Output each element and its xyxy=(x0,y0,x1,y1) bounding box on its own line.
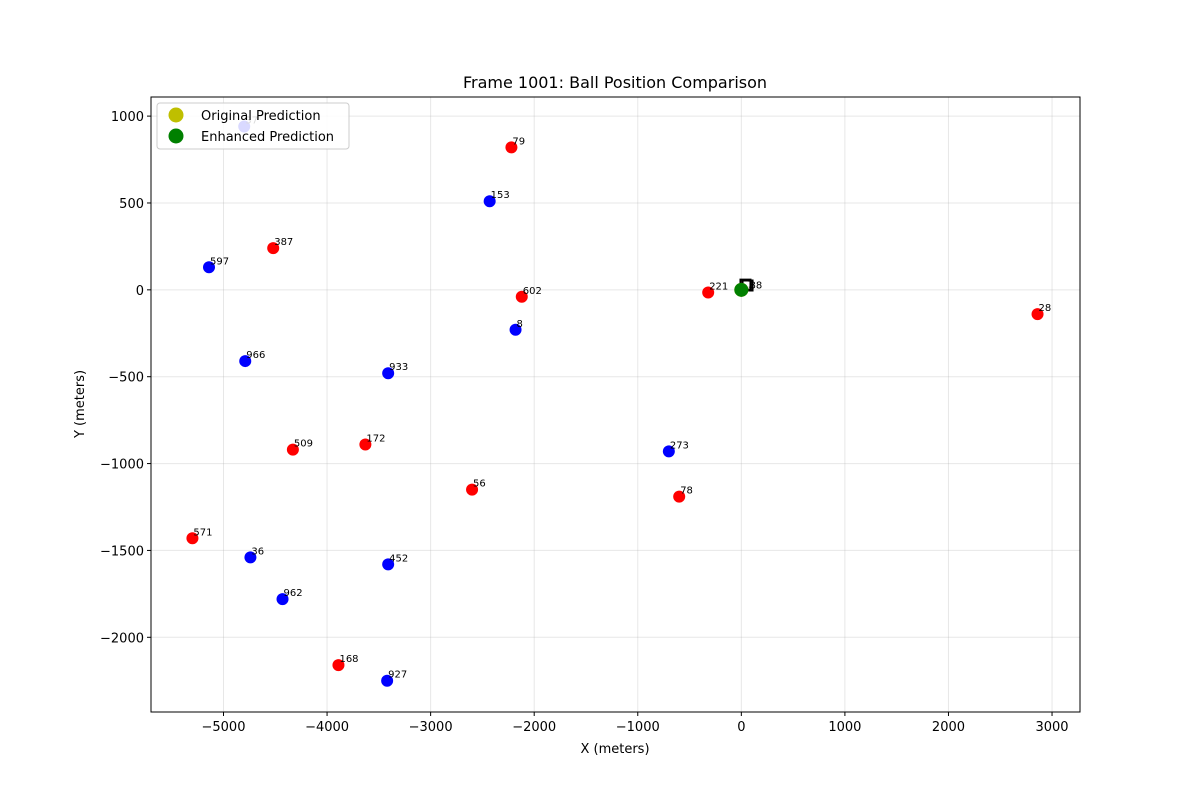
legend: Original Prediction Enhanced Prediction xyxy=(156,102,350,150)
grid-lines xyxy=(151,97,1080,712)
y-tick-label: −1500 xyxy=(100,544,144,559)
player-label: 602 xyxy=(523,286,542,297)
x-axis-label: X (meters) xyxy=(580,742,649,757)
player-point-red xyxy=(286,443,299,456)
player-point-blue xyxy=(509,323,522,336)
player-label: 8 xyxy=(517,319,523,330)
y-tick-label: −500 xyxy=(108,371,144,386)
player-label: 571 xyxy=(193,527,212,538)
player-label: 172 xyxy=(366,433,385,444)
player-label: 79 xyxy=(512,136,525,147)
player-label: 36 xyxy=(251,546,264,557)
ball-marker-label: 1 xyxy=(747,280,753,291)
x-tick-label: 3000 xyxy=(1035,720,1068,735)
player-label: 221 xyxy=(709,281,728,292)
player-point-red xyxy=(186,532,199,545)
player-label: 28 xyxy=(1039,303,1052,314)
y-tick-label: −2000 xyxy=(100,631,144,646)
player-point-red xyxy=(359,438,372,451)
player-label: 452 xyxy=(389,553,408,564)
player-label: 153 xyxy=(491,190,510,201)
x-tick-label: 2000 xyxy=(932,720,965,735)
player-label: 168 xyxy=(339,654,358,665)
legend-marker xyxy=(168,107,184,123)
chart-title: Frame 1001: Ball Position Comparison xyxy=(463,73,767,92)
legend-entry-label: Original Prediction xyxy=(201,109,321,124)
player-point-red xyxy=(1031,308,1044,321)
ball-marker-label: 88 xyxy=(750,280,763,291)
player-label: 509 xyxy=(294,439,313,450)
x-tick-label: −4000 xyxy=(305,720,349,735)
legend-box xyxy=(156,102,350,150)
enhanced-prediction-point xyxy=(734,282,749,297)
y-axis-ticks: −2000 −1500 −1000 −500 0 500 1000 xyxy=(100,110,151,646)
y-tick-label: 1000 xyxy=(111,110,144,125)
player-point-red xyxy=(515,290,528,303)
player-point-red xyxy=(332,659,345,672)
player-point-blue xyxy=(239,355,252,368)
data-points: 7938760250917256571168221782837153597896… xyxy=(186,116,1051,687)
player-label: 966 xyxy=(246,350,265,361)
player-point-red xyxy=(702,286,715,299)
player-point-blue xyxy=(382,558,395,571)
player-label: 387 xyxy=(274,237,293,248)
y-tick-label: 0 xyxy=(136,284,144,299)
x-tick-label: 0 xyxy=(737,720,745,735)
player-label: 78 xyxy=(680,486,693,497)
y-tick-label: −1000 xyxy=(100,458,144,473)
x-tick-label: −3000 xyxy=(409,720,453,735)
x-tick-label: −5000 xyxy=(202,720,246,735)
player-label: 56 xyxy=(473,479,486,490)
legend-entry-label: Enhanced Prediction xyxy=(201,130,334,145)
player-point-blue xyxy=(483,195,496,208)
x-tick-label: −2000 xyxy=(512,720,556,735)
plot-frame xyxy=(150,96,1081,713)
y-axis-label: Y (meters) xyxy=(73,370,88,439)
player-label: 927 xyxy=(388,670,407,681)
player-point-blue xyxy=(381,674,394,687)
player-point-blue xyxy=(276,593,289,606)
x-tick-label: 1000 xyxy=(828,720,861,735)
player-point-red xyxy=(505,141,518,154)
player-point-blue xyxy=(244,551,257,564)
x-axis-ticks: −5000 −4000 −3000 −2000 −1000 0 1000 2000 3000 xyxy=(202,712,1069,735)
player-point-blue xyxy=(382,367,395,380)
y-tick-label: 500 xyxy=(119,197,144,212)
player-label: 597 xyxy=(210,256,229,267)
player-point-red xyxy=(466,483,479,496)
player-point-red xyxy=(673,490,686,503)
player-point-blue xyxy=(662,445,675,458)
player-label: 933 xyxy=(389,362,408,373)
player-label: 962 xyxy=(284,588,303,599)
x-tick-label: −1000 xyxy=(616,720,660,735)
player-label: 273 xyxy=(670,440,689,451)
legend-marker xyxy=(168,128,184,144)
player-point-blue xyxy=(202,261,215,274)
player-point-red xyxy=(267,242,280,255)
